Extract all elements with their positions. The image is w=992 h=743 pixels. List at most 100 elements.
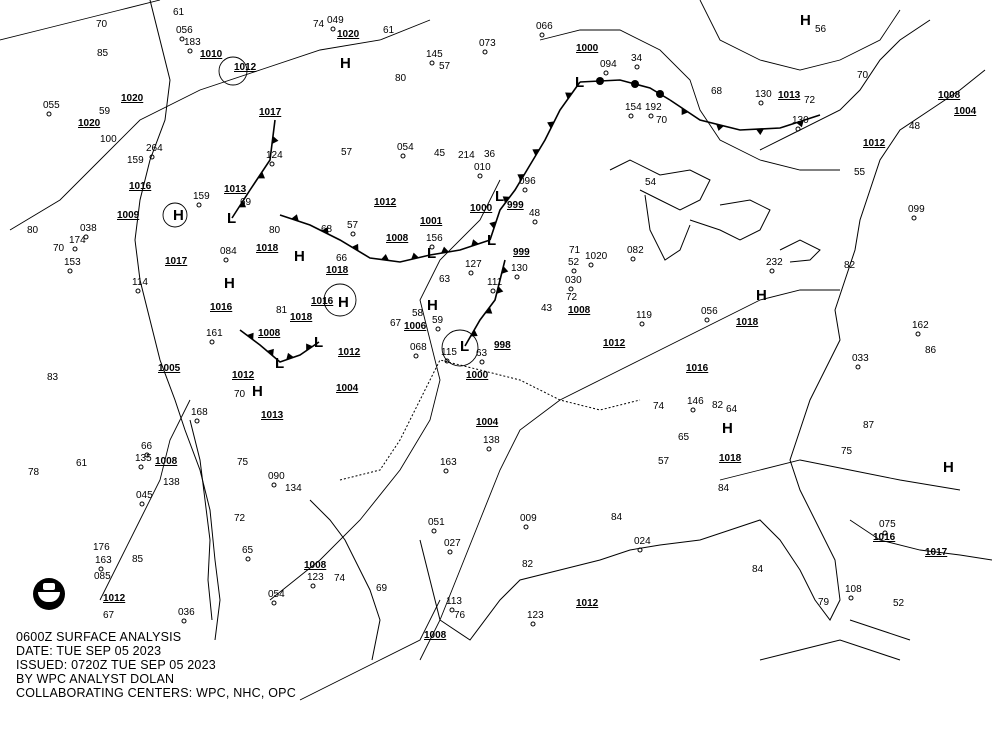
station-value: 123 <box>527 610 544 621</box>
isobar-label: 1008 <box>155 456 178 467</box>
isobar-label: 1009 <box>117 210 140 221</box>
station-circle <box>187 48 193 54</box>
station-value: 66 <box>141 441 153 452</box>
station-value: 72 <box>804 95 816 106</box>
station-value: 52 <box>568 257 580 268</box>
station-value: 68 <box>321 224 333 235</box>
cold-front-barb <box>351 243 359 252</box>
isobar-label: 1000 <box>576 43 599 54</box>
isobar <box>719 459 961 491</box>
station-value: 70 <box>857 70 869 81</box>
isobar-label: 1013 <box>778 90 801 101</box>
high-pressure-center: H <box>427 297 438 314</box>
station-circle <box>98 566 104 572</box>
isobar-label: 1012 <box>103 593 126 604</box>
station-value: 127 <box>465 259 482 270</box>
coastline <box>759 19 931 151</box>
station-value: 146 <box>687 396 704 407</box>
cold-front <box>231 119 276 219</box>
station-value: 84 <box>611 512 623 523</box>
station-value: 57 <box>341 147 353 158</box>
station-circle <box>530 621 536 627</box>
station-circle <box>429 244 435 250</box>
station-value: 72 <box>566 292 578 303</box>
station-value: 68 <box>711 86 723 97</box>
coastline <box>759 639 901 661</box>
station-value: 082 <box>627 245 644 256</box>
isobar-label: 1018 <box>736 317 759 328</box>
isobar-label: 1005 <box>158 363 181 374</box>
station-value: 124 <box>266 150 283 161</box>
station-circle <box>245 556 251 562</box>
low-pressure-center: L <box>427 245 436 262</box>
isobar-label: 1020 <box>121 93 144 104</box>
cold-front-barb <box>489 221 497 229</box>
isobar <box>441 329 479 367</box>
cold-front-barb <box>796 120 804 128</box>
station-circle <box>490 288 496 294</box>
station-value: 134 <box>285 483 302 494</box>
high-pressure-center: H <box>943 459 954 476</box>
station-circle <box>330 26 336 32</box>
isobar-label: 1016 <box>210 302 233 313</box>
station-circle <box>46 111 52 117</box>
station-value: 80 <box>395 73 407 84</box>
station-value: 161 <box>206 328 223 339</box>
isobar-label: 1018 <box>719 453 742 464</box>
high-pressure-center: H <box>800 12 811 29</box>
station-circle <box>449 607 455 613</box>
cold-front-barb <box>565 92 573 100</box>
isobar-label: 1008 <box>938 90 961 101</box>
isobar-label: 1000 <box>466 370 489 381</box>
station-value: 63 <box>439 274 451 285</box>
station-circle <box>523 524 529 530</box>
station-circle <box>194 418 200 424</box>
station-value: 1020 <box>585 251 608 262</box>
station-value: 75 <box>841 446 853 457</box>
coastline <box>644 194 691 261</box>
station-value: 67 <box>103 610 115 621</box>
station-value: 79 <box>818 597 830 608</box>
station-circle <box>855 364 861 370</box>
station-value: 72 <box>234 513 246 524</box>
station-value: 59 <box>432 315 444 326</box>
station-value: 75 <box>237 457 249 468</box>
station-circle <box>181 618 187 624</box>
isobar-label: 1016 <box>686 363 709 374</box>
station-circle <box>603 70 609 76</box>
station-circle <box>83 234 89 240</box>
station-value: 038 <box>80 223 97 234</box>
high-pressure-center: H <box>756 287 767 304</box>
high-pressure-center: H <box>224 275 235 292</box>
station-value: 57 <box>439 61 451 72</box>
isobar-label: 1010 <box>200 49 223 60</box>
analysis-caption: 0600Z SURFACE ANALYSIS DATE: TUE SEP 05 … <box>16 630 296 700</box>
station-value: 159 <box>193 191 210 202</box>
station-value: 130 <box>755 89 772 100</box>
isobar <box>299 599 441 701</box>
cold-front-barb <box>321 227 329 235</box>
isobar-label: 1013 <box>224 184 247 195</box>
cold-front-barb <box>381 254 389 261</box>
station-value: 055 <box>43 100 60 111</box>
cold-front-barb <box>470 329 478 337</box>
low-pressure-center: L <box>575 74 584 91</box>
station-value: 135 <box>135 453 152 464</box>
station-value: 70 <box>656 115 668 126</box>
warm-front-barb <box>656 90 664 98</box>
noaa-logo <box>33 578 65 610</box>
station-circle <box>795 126 801 132</box>
station-value: 130 <box>792 115 809 126</box>
warm-front <box>579 79 671 101</box>
station-circle <box>848 595 854 601</box>
station-value: 74 <box>334 573 346 584</box>
station-value: 114 <box>132 277 148 288</box>
cold-front-barb <box>716 124 724 131</box>
cold-front-barb <box>496 286 504 294</box>
station-circle <box>435 326 441 332</box>
isobar <box>162 202 188 228</box>
station-value: 86 <box>925 345 937 356</box>
station-circle <box>634 64 640 70</box>
low-pressure-center: L <box>314 334 323 351</box>
